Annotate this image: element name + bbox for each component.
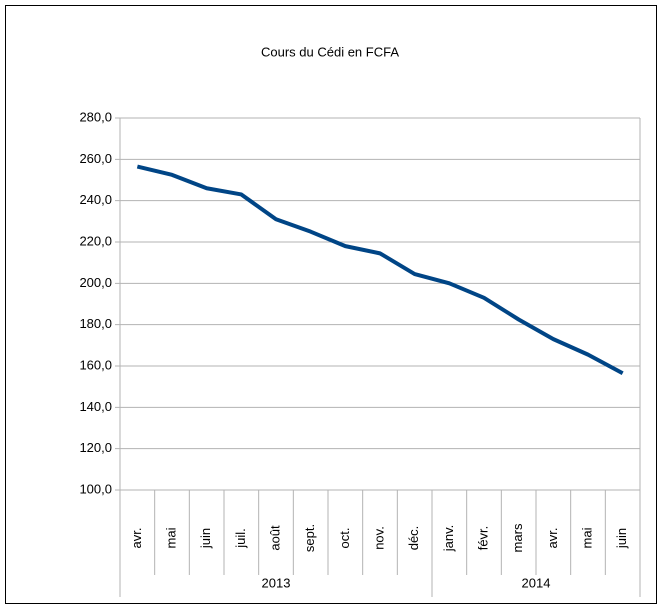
group-label: 2014 xyxy=(522,575,551,590)
x-tick-label: juil. xyxy=(233,528,248,549)
x-tick-label: févr. xyxy=(475,526,490,551)
y-tick-label: 280,0 xyxy=(79,109,112,124)
y-tick-label: 220,0 xyxy=(79,233,112,248)
y-tick-label: 120,0 xyxy=(79,440,112,455)
data-line xyxy=(136,164,624,375)
chart-title: Cours du Cédi en FCFA xyxy=(261,44,399,59)
x-tick-label: avr. xyxy=(545,528,560,549)
y-tick-label: 180,0 xyxy=(79,316,112,331)
x-tick-label: janv. xyxy=(441,525,456,553)
x-tick-label: sept. xyxy=(302,524,317,552)
x-tick-label: mai xyxy=(579,527,594,548)
group-label: 2013 xyxy=(262,575,291,590)
y-tick-label: 240,0 xyxy=(79,192,112,207)
x-tick-label: nov. xyxy=(371,526,386,550)
x-tick-label: déc. xyxy=(406,526,421,551)
x-tick-label: mars xyxy=(510,523,525,552)
x-tick-label: mai xyxy=(163,527,178,548)
x-tick-label: août xyxy=(267,525,282,551)
y-tick-label: 200,0 xyxy=(79,275,112,290)
x-tick-label: juin xyxy=(198,528,213,549)
x-tick-label: oct. xyxy=(337,528,352,549)
chart-border xyxy=(5,5,657,604)
y-tick-label: 140,0 xyxy=(79,399,112,414)
x-tick-label: juin xyxy=(614,528,629,549)
y-tick-label: 100,0 xyxy=(79,481,112,496)
y-tick-label: 260,0 xyxy=(79,151,112,166)
y-tick-label: 160,0 xyxy=(79,357,112,372)
x-tick-label: avr. xyxy=(129,528,144,549)
